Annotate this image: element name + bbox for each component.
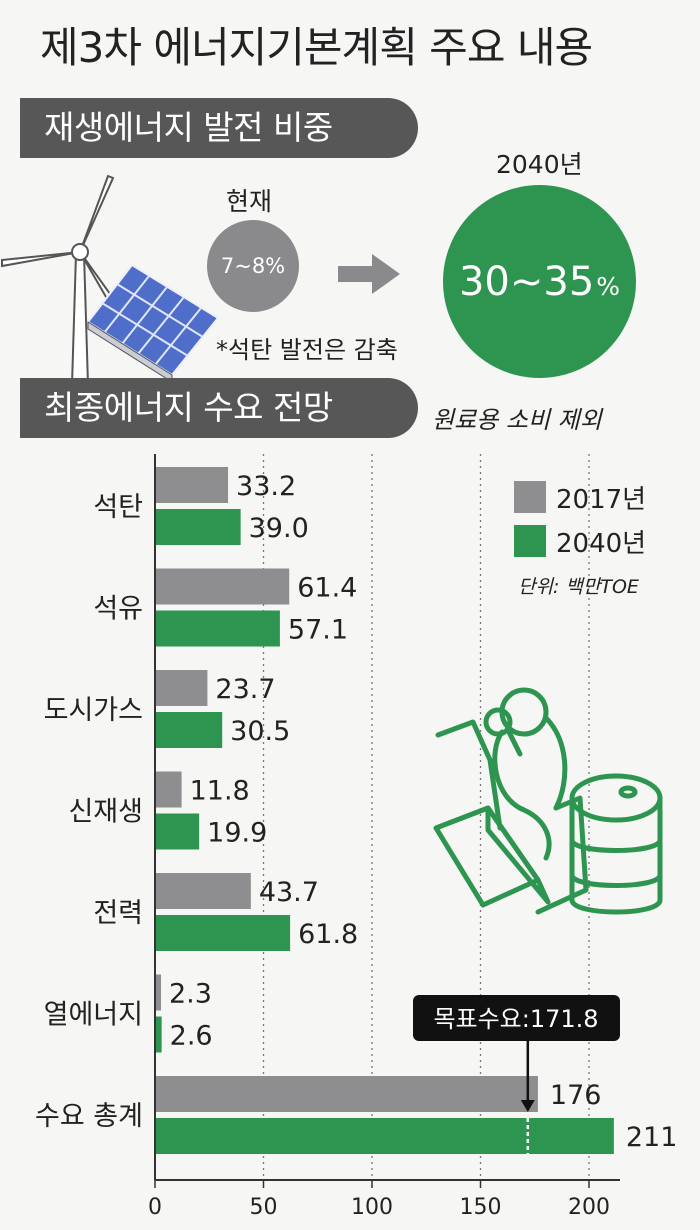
x-tick-label: 50 (250, 1195, 278, 1220)
current-share-value: 7~8% (220, 254, 286, 278)
annotation-arrowhead (520, 1100, 535, 1112)
bar-2017 (156, 670, 208, 706)
data-label: 211 (626, 1122, 678, 1153)
solar-panel-icon (86, 263, 220, 383)
data-label: 39.0 (249, 513, 309, 544)
section-banner-renewable: 재생에너지 발전 비중 (20, 98, 418, 158)
data-label: 19.9 (207, 818, 267, 849)
category-label: 도시가스 (44, 695, 143, 726)
target-share-unit: % (596, 272, 621, 301)
bar-2040 (156, 712, 223, 748)
data-label: 2.3 (169, 979, 212, 1010)
unit-label: 단위: 백만TOE (518, 576, 639, 598)
target-share-value: 30~35 (458, 258, 595, 305)
renewable-note: *석탄 발전은 감축 (216, 336, 398, 364)
bar-2017 (156, 974, 161, 1011)
exclusion-note: 원료용 소비 제외 (432, 406, 602, 434)
x-tick-label: 200 (568, 1195, 610, 1220)
current-label: 현재 (226, 187, 273, 216)
legend-swatch-2040 (514, 525, 546, 557)
current-share-circle: 7~8% (207, 220, 299, 312)
data-label: 33.2 (236, 471, 296, 502)
category-label: 전력 (93, 898, 143, 929)
data-label: 2.6 (170, 1021, 213, 1052)
bar-2017 (156, 467, 229, 503)
section-banner-demand: 최종에너지 수요 전망 (20, 378, 418, 438)
worker-oil-barrel-illustration (433, 687, 663, 915)
bar-2017 (156, 568, 290, 605)
x-tick-label: 100 (351, 1195, 393, 1220)
wind-turbine-solar-illustration (0, 174, 220, 385)
data-label: 11.8 (190, 776, 250, 807)
legend-label-2017: 2017년 (556, 485, 647, 515)
data-label: 23.7 (215, 674, 275, 705)
category-label: 열에너지 (44, 1000, 143, 1031)
data-label: 61.8 (298, 919, 358, 950)
data-label: 43.7 (259, 877, 319, 908)
bar-2040 (156, 1118, 614, 1154)
bar-2040 (156, 1016, 162, 1053)
category-label: 수요 총계 (35, 1101, 143, 1132)
bar-2040 (156, 509, 241, 545)
legend-swatch-2017 (514, 481, 546, 513)
wind-turbine-icon (0, 174, 120, 385)
bar-2040 (156, 610, 280, 647)
annotation-box (413, 995, 620, 1041)
bar-2040 (156, 915, 291, 951)
annotation-label: 목표수요:171.8 (433, 1005, 598, 1033)
category-label: 석탄 (93, 492, 143, 523)
page-title: 제3차 에너지기본계획 주요 내용 (40, 23, 593, 72)
target-share-circle: 30~35% (443, 185, 636, 378)
demand-bar-chart: 0 50 100 150 200 석탄 33.2 39.0 석유 61.4 57.1 도시가스 23.7… (35, 454, 678, 1220)
data-label: 176 (550, 1080, 602, 1111)
x-tick-label: 150 (460, 1195, 502, 1220)
arrow-right-icon (338, 254, 400, 294)
target-year-label: 2040년 (496, 150, 583, 179)
category-label: 신재생 (68, 797, 143, 828)
data-label: 57.1 (288, 615, 348, 646)
category-label: 석유 (93, 594, 143, 625)
oil-barrel-icon (569, 773, 663, 915)
bar-2017 (156, 1076, 538, 1112)
bar-2040 (156, 813, 200, 850)
data-label: 61.4 (297, 573, 357, 604)
data-label: 30.5 (230, 716, 290, 747)
bar-2017 (156, 771, 182, 808)
bar-2017 (156, 873, 251, 909)
x-tick-label: 0 (148, 1195, 162, 1220)
legend-label-2040: 2040년 (556, 529, 647, 559)
